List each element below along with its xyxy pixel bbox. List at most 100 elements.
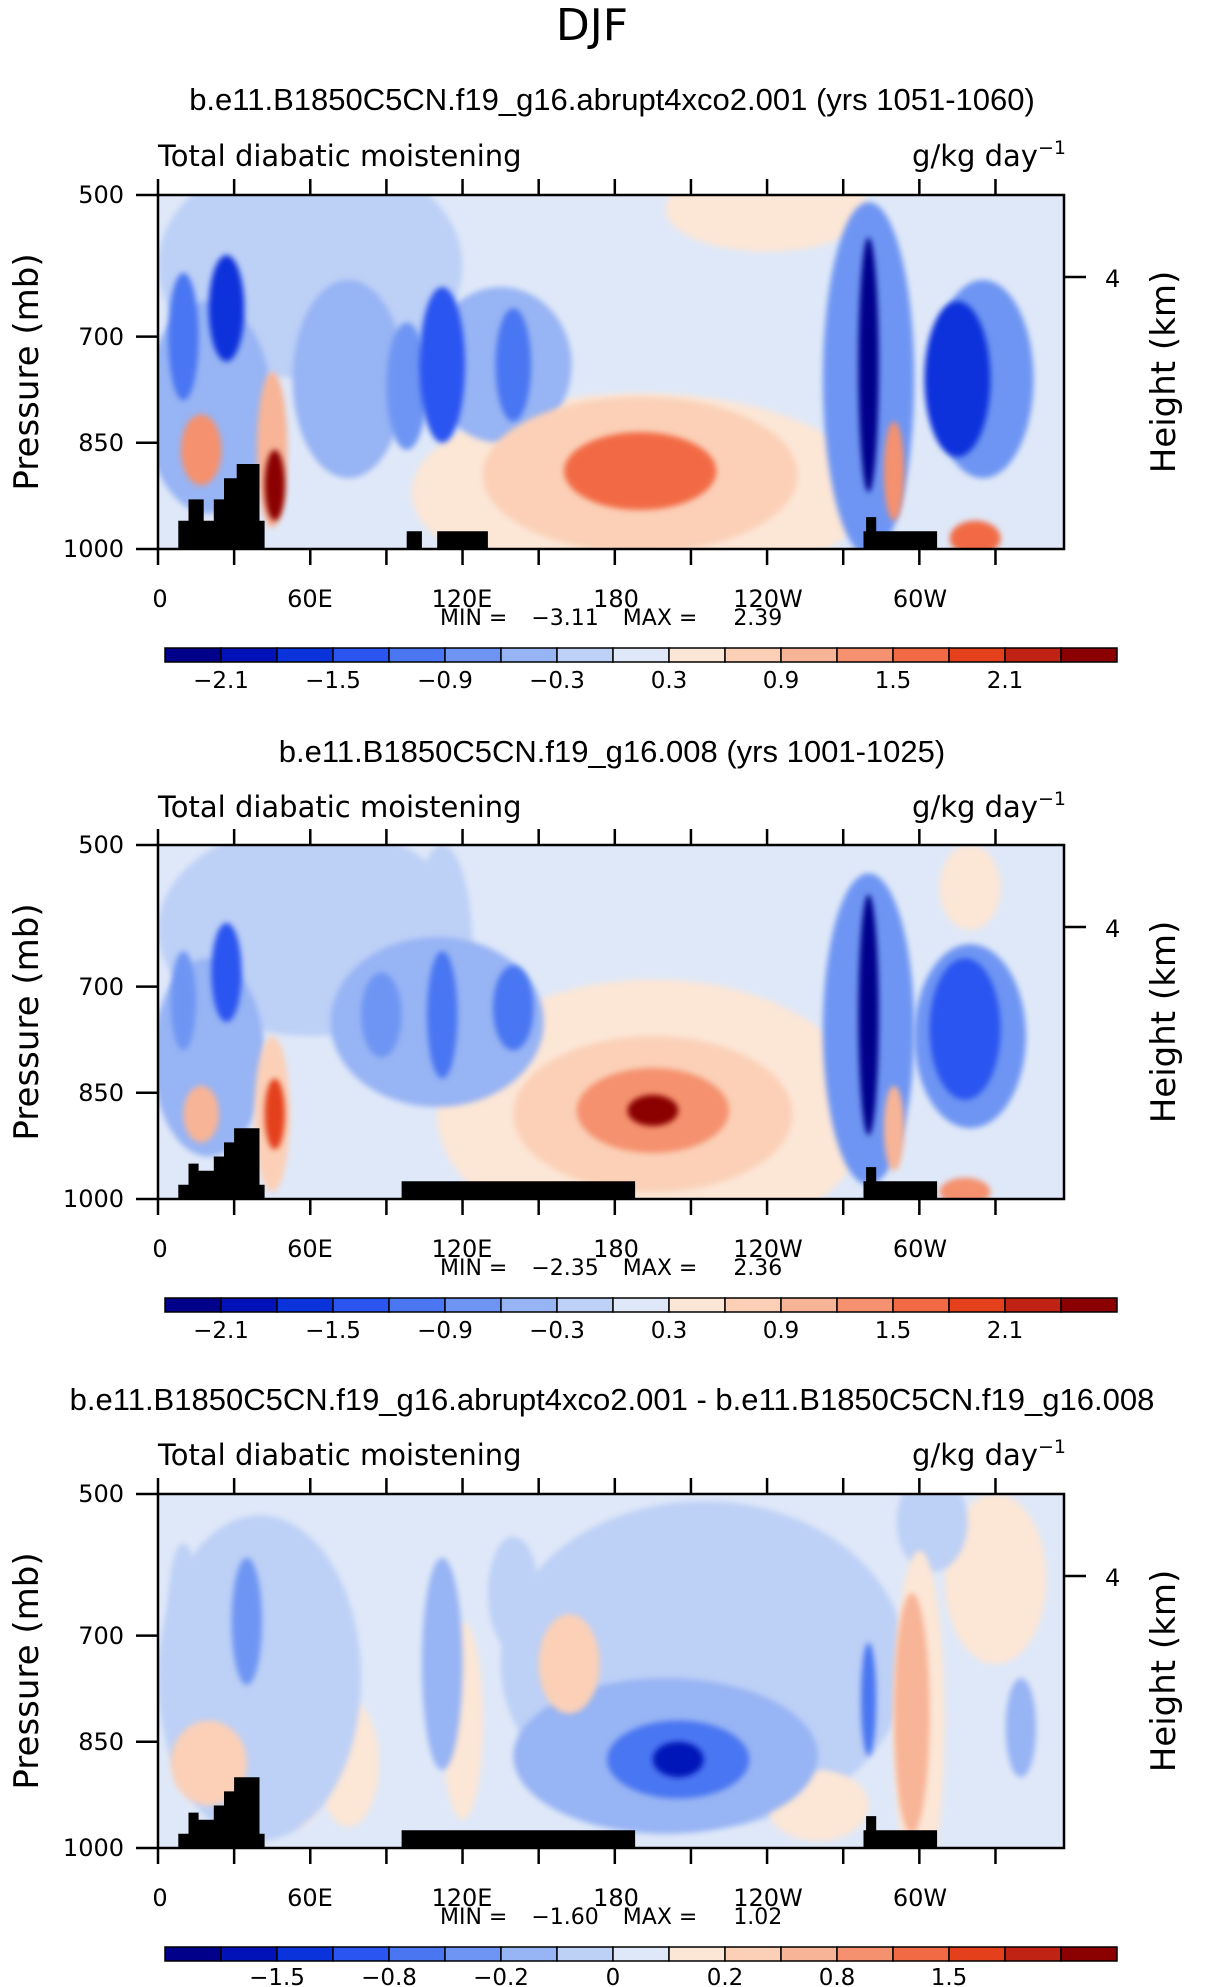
negative-anomaly [495,308,532,422]
panel-3-tick-marks [136,1478,1086,1864]
panel-1-field [158,195,1034,549]
min-label: MIN = [440,1905,507,1930]
panel-3-x-ticks: 0 60E 120E 180 120W 60W [152,1884,947,1912]
y-tick-label: 500 [78,181,124,209]
panel-2-topography [178,1128,938,1199]
colorbar-tick-label: −0.9 [417,668,473,694]
colorbar-tick-label: 1.5 [931,1965,968,1987]
panel-3-right-tick: 4 [1105,1564,1120,1592]
y-tick-label: 1000 [63,535,124,563]
negative-anomaly [487,1536,539,1650]
panel-1-right-tick: 4 [1105,265,1120,293]
colorbar-box [668,647,726,663]
panel-1-tick-marks [136,179,1086,565]
max-value: 2.39 [733,606,782,631]
panel-1-units-base: g/kg day [912,139,1038,173]
panel-1-units: g/kg day−1 [912,137,1066,173]
colorbar-tick-label: 1.5 [875,1318,912,1344]
negative-anomaly [858,237,879,493]
x-tick-label: 60W [893,585,947,613]
min-label: MIN = [440,606,507,631]
colorbar-tick-label: 1.5 [875,668,912,694]
panel-1-right-axis-label: Height (km) [1144,271,1184,474]
x-tick-label: 0 [152,1235,167,1263]
colorbar-box [1060,1946,1118,1962]
colorbar-tick-label: −1.5 [249,1965,305,1987]
min-label: MIN = [440,1256,507,1281]
panel-3-colorbar: −1.5 −0.8 −0.2 0 0.2 0.8 1.5 [164,1946,1118,1987]
colorbar-box [444,647,502,663]
panel-3: b.e11.B1850C5CN.f19_g16.abrupt4xco2.001 … [7,1382,1184,1987]
negative-anomaly [860,1642,877,1756]
y-tick-label: 700 [78,973,124,1001]
panel-3-stats: MIN = −1.60 MAX = 1.02 [440,1905,782,1930]
panel-2-stats: MIN = −2.35 MAX = 2.36 [440,1256,782,1281]
x-tick-label: 180 [593,585,639,613]
y-tick-label: 500 [78,1480,124,1508]
panel-2-x-ticks: 0 60E 120E 180 120W 60W [152,1235,947,1263]
colorbar-box [444,1297,502,1313]
panel-2-y-axis-label: Pressure (mb) [7,903,47,1140]
positive-anomaly [665,195,869,252]
colorbar-box [164,1946,222,1962]
colorbar-box [332,1297,390,1313]
panel-2-y-ticks: 500 700 850 1000 [63,831,124,1213]
colorbar-tick-label: −1.5 [305,1318,361,1344]
colorbar-box [780,1946,838,1962]
y-tick-label: 500 [78,831,124,859]
colorbar-tick-label: 0.9 [763,668,800,694]
colorbar-tick-label: −2.1 [193,668,249,694]
colorbar-box [556,1297,614,1313]
colorbar-labels: −2.1 −1.5 −0.9 −0.3 0.3 0.9 1.5 2.1 [193,1318,1023,1344]
colorbar-box [836,647,894,663]
y-tick-label: 850 [78,429,124,457]
max-value: 1.02 [733,1905,782,1930]
max-label: MAX = [623,1905,698,1930]
y-tick-label: 850 [78,1728,124,1756]
panel-1-topography [178,464,938,549]
positive-anomaly [180,414,222,486]
colorbar-tick-label: −0.9 [417,1318,473,1344]
colorbar-boxes [164,647,1118,663]
positive-anomaly [183,1085,219,1143]
negative-anomaly [208,255,245,362]
colorbar-box [164,647,222,663]
colorbar-labels: −2.1 −1.5 −0.9 −0.3 0.3 0.9 1.5 2.1 [193,668,1023,694]
colorbar-box [1004,1946,1062,1962]
colorbar-box [220,647,278,663]
panel-2-colorbar: −2.1 −1.5 −0.9 −0.3 0.3 0.9 1.5 2.1 [164,1297,1118,1344]
colorbar-box [612,1297,670,1313]
panel-2-tick-marks [136,829,1086,1215]
x-tick-label: 60W [893,1235,947,1263]
colorbar-tick-label: 2.1 [987,1318,1024,1344]
x-tick-label: 120E [432,1884,493,1912]
colorbar-box [668,1297,726,1313]
panel-3-units: g/kg day−1 [912,1436,1066,1472]
colorbar-box [556,1946,614,1962]
x-tick-label: 120E [432,1235,493,1263]
positive-anomaly [949,520,1001,549]
panel-3-y-ticks: 500 700 850 1000 [63,1480,124,1862]
colorbar-box [444,1946,502,1962]
panel-2-units-exp: −1 [1038,788,1066,810]
colorbar-box [724,1946,782,1962]
x-tick-label: 120E [432,585,493,613]
colorbar-box [780,647,838,663]
x-tick-label: 120W [733,1884,803,1912]
colorbar-box [220,1297,278,1313]
negative-anomaly [168,272,199,401]
panel-3-title: b.e11.B1850C5CN.f19_g16.abrupt4xco2.001 … [70,1382,1155,1417]
negative-anomaly [1005,1678,1037,1778]
colorbar-box [1060,1297,1118,1313]
colorbar-box [612,1946,670,1962]
colorbar-labels: −1.5 −0.8 −0.2 0 0.2 0.8 1.5 [249,1965,967,1987]
colorbar-tick-label: −0.2 [473,1965,529,1987]
panel-3-frame [156,1492,1066,1850]
panel-1-colorbar: −2.1 −1.5 −0.9 −0.3 0.3 0.9 1.5 2.1 [164,647,1118,694]
panel-2-units: g/kg day−1 [912,788,1066,824]
negative-anomaly [168,1543,199,1671]
x-tick-label: 120W [733,1235,803,1263]
negative-anomaly [929,958,1001,1100]
panel-1-units-exp: −1 [1038,137,1066,159]
colorbar-boxes [164,1946,1118,1962]
